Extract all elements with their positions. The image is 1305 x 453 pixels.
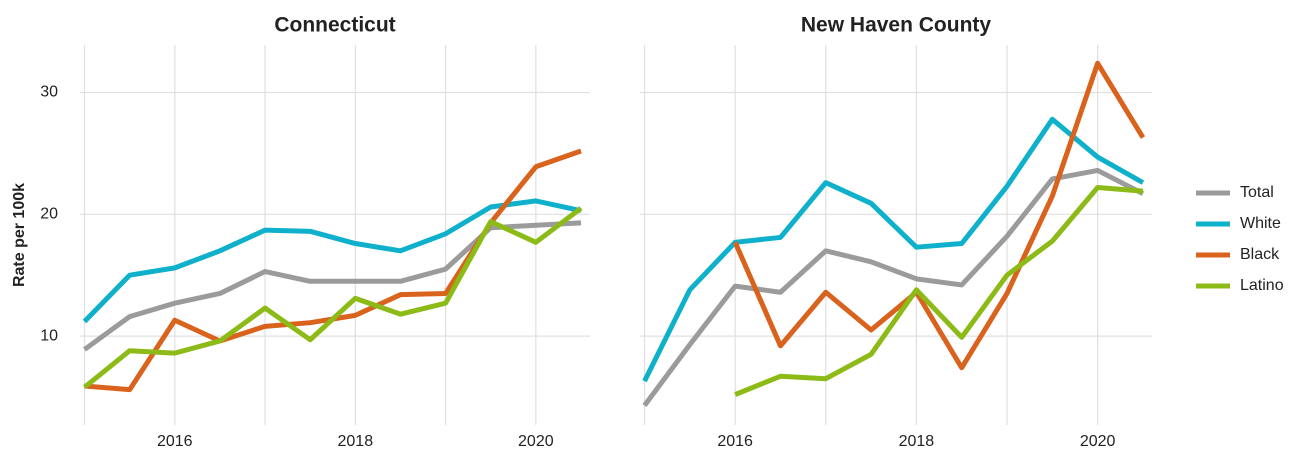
series-line — [642, 116, 1145, 383]
y-tick-label: 10 — [40, 327, 58, 344]
legend-label: White — [1240, 215, 1281, 232]
panel-title: New Haven County — [801, 14, 992, 37]
series-line — [82, 198, 582, 324]
x-tick-label: 2020 — [1080, 433, 1116, 450]
legend-label: Total — [1240, 184, 1274, 201]
series-line — [732, 60, 1146, 371]
y-tick-label: 20 — [40, 206, 58, 223]
x-tick-label: 2018 — [899, 433, 935, 450]
series-line — [642, 167, 1145, 408]
y-axis-label: Rate per 100k — [11, 183, 28, 287]
panel-title: Connecticut — [274, 14, 395, 37]
x-tick-label: 2018 — [338, 433, 374, 450]
y-tick-label: 30 — [40, 84, 58, 101]
legend-label: Latino — [1240, 277, 1284, 294]
x-tick-label: 2016 — [717, 433, 753, 450]
series-line — [82, 206, 583, 390]
legend-label: Black — [1240, 246, 1280, 263]
x-tick-label: 2016 — [157, 433, 193, 450]
series-line — [83, 220, 582, 352]
series-line — [734, 185, 1144, 397]
x-tick-label: 2020 — [518, 433, 554, 450]
